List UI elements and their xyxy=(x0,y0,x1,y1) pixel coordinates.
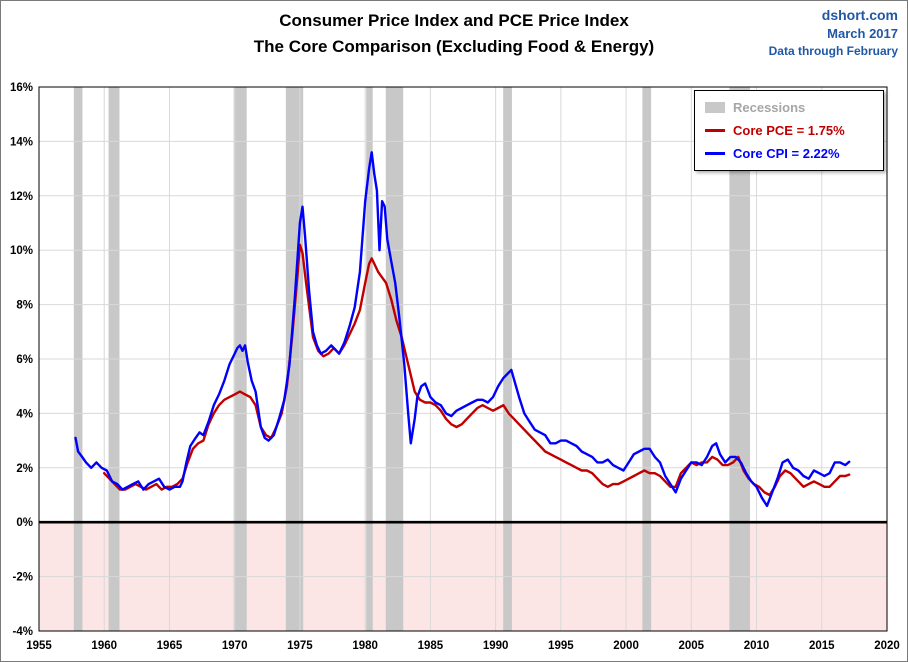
legend-item: Recessions xyxy=(705,100,873,115)
line-swatch-icon xyxy=(705,152,725,155)
legend: Recessions Core PCE = 1.75% Core CPI = 2.2… xyxy=(694,90,884,171)
x-tick-label: 1960 xyxy=(91,640,117,652)
x-tick-label: 1990 xyxy=(483,640,509,652)
y-tick-label: 2% xyxy=(16,463,33,475)
chart-title-line2: The Core Comparison (Excluding Food & En… xyxy=(253,37,655,57)
y-tick-label: -2% xyxy=(13,572,33,584)
recession-swatch-icon xyxy=(705,102,725,113)
legend-label: Core PCE = 1.75% xyxy=(733,123,845,138)
x-tick-label: 2005 xyxy=(679,640,705,652)
x-tick-label: 1995 xyxy=(548,640,574,652)
x-tick-label: 1970 xyxy=(222,640,248,652)
y-tick-label: 16% xyxy=(10,82,33,94)
source-note: Data through February xyxy=(768,44,898,59)
x-tick-label: 2020 xyxy=(874,640,900,652)
y-tick-label: 8% xyxy=(16,300,33,312)
legend-item: Core PCE = 1.75% xyxy=(705,123,873,138)
line-swatch-icon xyxy=(705,129,725,132)
y-tick-label: 12% xyxy=(10,191,33,203)
x-tick-label: 2010 xyxy=(744,640,770,652)
x-tick-label: 1965 xyxy=(157,640,183,652)
y-tick-label: 14% xyxy=(10,136,33,148)
chart-title-block: Consumer Price Index and PCE Price Index… xyxy=(1,8,907,61)
source-block: dshort.com March 2017 Data through Febru… xyxy=(769,6,898,60)
legend-label: Core CPI = 2.22% xyxy=(733,146,840,161)
legend-item: Core CPI = 2.22% xyxy=(705,146,873,161)
source-date: March 2017 xyxy=(827,26,898,42)
x-tick-label: 1975 xyxy=(287,640,313,652)
y-tick-label: 10% xyxy=(10,245,33,257)
x-tick-label: 1985 xyxy=(418,640,444,652)
plot-border xyxy=(38,86,888,632)
y-tick-label: 4% xyxy=(16,408,33,420)
series-core-pce xyxy=(102,243,851,497)
series-core-cpi xyxy=(74,151,851,508)
x-tick-label: 2015 xyxy=(809,640,835,652)
y-tick-label: 0% xyxy=(16,517,33,529)
chart-title-line1: Consumer Price Index and PCE Price Index xyxy=(279,11,629,30)
source-site: dshort.com xyxy=(821,7,898,23)
y-tick-label: -4% xyxy=(13,626,33,638)
x-tick-label: 1980 xyxy=(352,640,378,652)
y-tick-label: 6% xyxy=(16,354,33,366)
x-tick-label: 2000 xyxy=(613,640,639,652)
legend-label: Recessions xyxy=(733,100,806,115)
x-tick-label: 1955 xyxy=(26,640,52,652)
